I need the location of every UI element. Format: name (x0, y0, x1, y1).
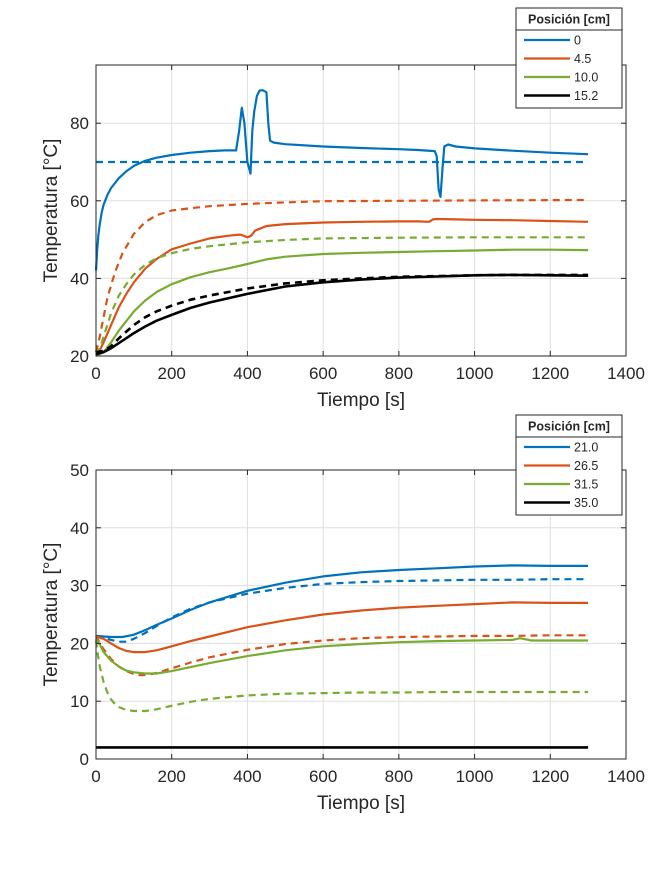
x-tick-label: 1200 (531, 767, 569, 786)
series-line-dashed-5 (94, 640, 589, 713)
y-axis-label: Temperatura [°C] (41, 139, 62, 283)
y-tick-label: 80 (70, 114, 89, 133)
series-line-2 (95, 217, 589, 355)
chart-2: 0 200 400 600 800 1000 1200 1400 0 10 20 30 40 50 Tiem… (41, 414, 645, 814)
series-line-dashed-3 (94, 198, 589, 353)
x-tick-label: 0 (91, 364, 100, 383)
series-line-dashed-3 (95, 634, 589, 677)
x-axis-label: Tiempo [s] (317, 793, 405, 814)
plot-area (96, 470, 626, 759)
legend: Posición [cm] 21.0 26.5 31.5 35.0 (515, 414, 623, 516)
x-tick-label: 1400 (607, 767, 645, 786)
axes-box (95, 64, 627, 357)
chart-1: 0 200 400 600 800 1000 1200 1400 20 40 60 80 Tiempo … (41, 7, 645, 411)
x-tick-label: 800 (385, 364, 413, 383)
x-tick-label: 400 (233, 364, 261, 383)
series-line-0 (94, 89, 589, 271)
series-line-4 (95, 637, 589, 675)
x-tick-label: 1000 (456, 364, 494, 383)
y-tick-label: 40 (70, 269, 89, 288)
legend-entry-label: 31.5 (574, 478, 598, 492)
y-tick-label: 10 (70, 692, 89, 711)
legend-entry-label: 4.5 (574, 52, 591, 66)
x-axis-label: Tiempo [s] (317, 390, 405, 411)
legend-title: Posición [cm] (528, 420, 610, 434)
series-line-0 (95, 564, 589, 639)
y-tick-label: 50 (70, 461, 89, 480)
series-line-dashed-1 (95, 578, 589, 643)
x-tick-label: 800 (385, 767, 413, 786)
legend-title: Posición [cm] (528, 13, 610, 27)
x-tick-label: 400 (233, 767, 261, 786)
x-tick-label: 1000 (456, 767, 494, 786)
y-tick-label: 20 (70, 634, 89, 653)
legend-entry-label: 0 (574, 34, 581, 48)
legend-entry-label: 35.0 (574, 496, 598, 510)
legend-entry-label: 15.2 (574, 89, 598, 103)
legend-entry-label: 10.0 (574, 71, 598, 85)
x-tick-label: 200 (158, 364, 186, 383)
series-line-4 (95, 248, 589, 357)
legend-entry-label: 21.0 (574, 441, 598, 455)
x-tick-label: 1400 (607, 364, 645, 383)
x-tick-label: 200 (158, 767, 186, 786)
plot-area (96, 65, 626, 356)
series-line-2 (95, 601, 589, 654)
y-axis-label: Temperatura [°C] (41, 543, 62, 687)
series-line-dashed-5 (95, 236, 589, 355)
x-tick-label: 600 (309, 364, 337, 383)
series-line-6 (95, 273, 589, 356)
y-tick-label: 60 (70, 192, 89, 211)
series-line-dashed-7 (95, 273, 589, 354)
legend-entry-label: 26.5 (574, 459, 598, 473)
x-tick-label: 1200 (531, 364, 569, 383)
x-tick-label: 0 (91, 767, 100, 786)
y-tick-label: 30 (70, 577, 89, 596)
y-tick-label: 20 (70, 347, 89, 366)
axes-box (95, 469, 627, 760)
legend: Posición [cm] 0 4.5 10.0 15.2 (515, 7, 623, 109)
x-tick-label: 600 (309, 767, 337, 786)
y-tick-label: 0 (80, 750, 89, 769)
y-tick-label: 40 (70, 519, 89, 538)
